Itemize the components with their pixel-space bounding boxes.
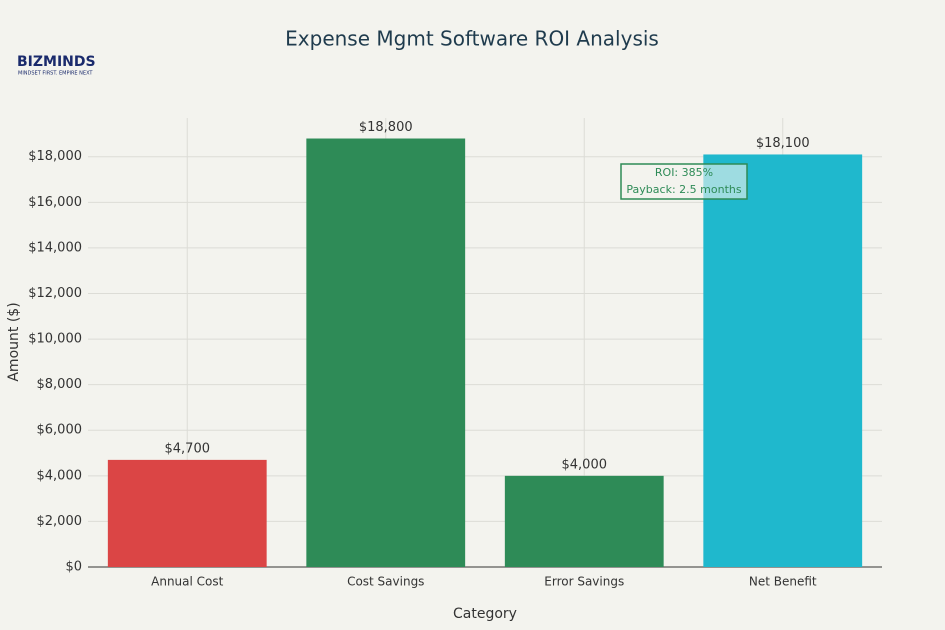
plot-area: $0 $2,000 $4,000 $6,000 $8,000 $10,000 $12,000… [28,118,882,589]
y-tick-label: $4,000 [37,468,83,483]
logo: BIZMINDS [17,54,96,70]
value-label: $4,000 [562,457,608,472]
value-label: $18,100 [756,136,810,151]
x-tick-label: Cost Savings [347,575,424,589]
y-tick-label: $2,000 [37,514,83,529]
y-tick-label: $16,000 [28,195,82,210]
annotation: Payback: 2.5 months [626,183,741,196]
annotation: ROI: 385% [655,166,713,179]
y-tick-label: $0 [65,560,82,575]
x-axis-label: Category [453,606,517,622]
y-axis-label: Amount ($) [6,302,22,381]
logo-tagline: MINDSET FIRST. EMPIRE NEXT [18,71,93,77]
y-tick-label: $12,000 [28,286,82,301]
x-tick-label: Annual Cost [151,575,224,589]
y-tick-label: $18,000 [28,149,82,164]
x-tick-label: Net Benefit [749,575,817,589]
bar [107,459,267,567]
x-tick-label: Error Savings [544,575,624,589]
bar [703,154,863,567]
y-tick-label: $8,000 [37,377,83,392]
chart-title: Expense Mgmt Software ROI Analysis [285,27,659,51]
y-tick-label: $10,000 [28,332,82,347]
y-tick-label: $6,000 [37,423,83,438]
value-label: $4,700 [165,441,211,456]
bar [504,475,664,567]
bar [306,138,466,567]
value-label: $18,800 [359,120,413,135]
annotation-box [620,163,748,200]
y-tick-label: $14,000 [28,240,82,255]
